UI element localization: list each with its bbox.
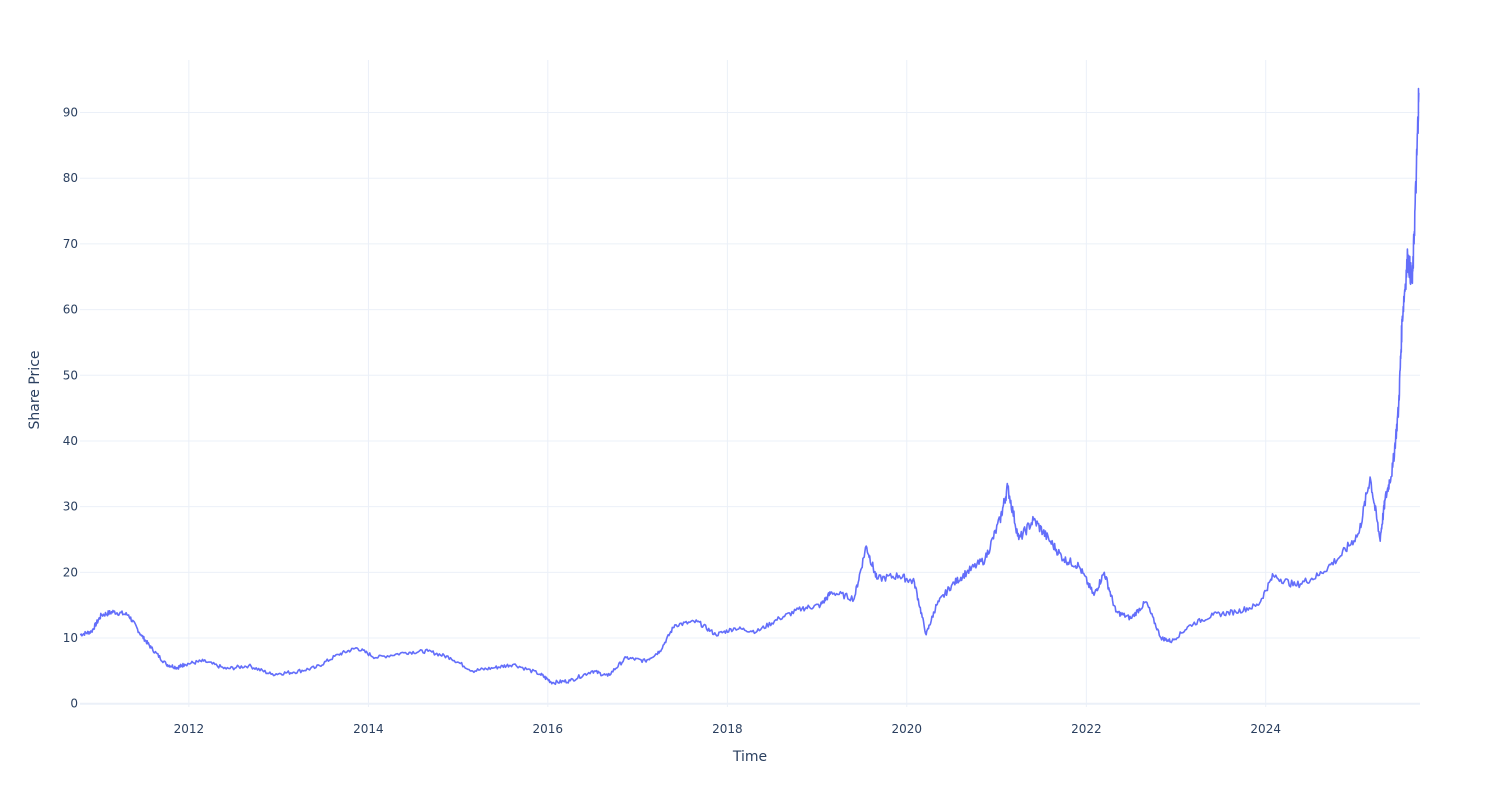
y-tick-label: 70 (63, 237, 78, 251)
x-tick-label: 2024 (1250, 722, 1281, 736)
share-price-line (79, 87, 1420, 686)
y-tick-label: 20 (63, 565, 78, 579)
x-axis-ticks: 2012 2014 2016 2018 2020 2022 2024 (174, 722, 1281, 736)
x-axis-title: Time (732, 749, 767, 765)
y-tick-label: 60 (63, 303, 78, 317)
y-tick-label: 80 (63, 171, 78, 185)
x-tick-label: 2020 (891, 722, 922, 736)
gridlines (80, 60, 1420, 707)
y-axis-title: Share Price (27, 350, 43, 429)
y-axis-ticks: 0 10 20 30 40 50 60 70 80 90 (63, 106, 78, 711)
x-tick-label: 2014 (353, 722, 384, 736)
y-tick-label: 40 (63, 434, 78, 448)
x-tick-label: 2016 (533, 722, 564, 736)
x-tick-label: 2018 (712, 722, 743, 736)
series-layer (79, 87, 1420, 686)
y-tick-label: 10 (63, 631, 78, 645)
x-tick-label: 2022 (1071, 722, 1102, 736)
y-tick-label: 0 (70, 697, 78, 711)
y-tick-label: 90 (63, 106, 78, 120)
x-tick-label: 2012 (174, 722, 205, 736)
y-tick-label: 30 (63, 500, 78, 514)
y-tick-label: 50 (63, 368, 78, 382)
